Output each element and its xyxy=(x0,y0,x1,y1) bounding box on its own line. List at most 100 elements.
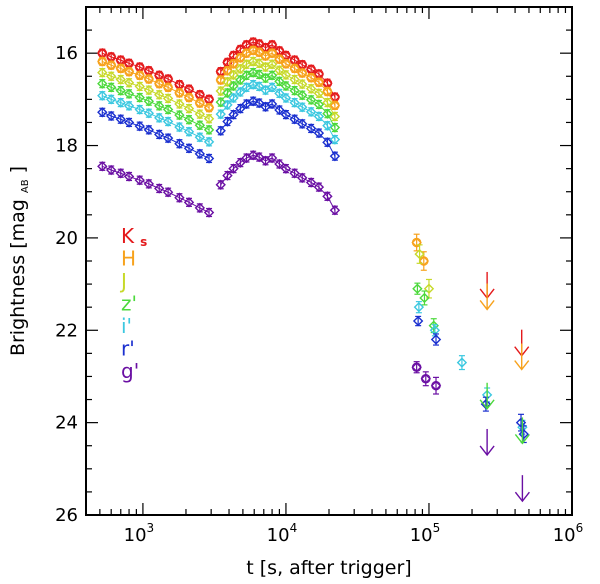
flare-point xyxy=(313,181,325,193)
early-point-circle xyxy=(124,66,134,77)
flare-point-circle xyxy=(281,59,291,69)
early-point xyxy=(174,109,185,121)
early-point xyxy=(115,168,126,179)
flare-point xyxy=(280,69,292,81)
early-point xyxy=(115,74,126,85)
flare-point xyxy=(297,102,308,113)
legend-entry-name: J xyxy=(119,269,127,293)
flare-point xyxy=(222,116,233,127)
x-tick-label: 106 xyxy=(553,521,584,546)
legend-entry: H xyxy=(121,247,136,271)
early-point-circle xyxy=(97,56,108,67)
early-point xyxy=(123,77,135,88)
flare-point xyxy=(289,97,300,108)
early-point xyxy=(97,107,108,118)
early-point xyxy=(174,192,185,203)
flare-point xyxy=(235,86,246,98)
x-tick-label: 103 xyxy=(124,521,155,546)
early-point-circle xyxy=(163,82,173,93)
upper-limit-arrowhead xyxy=(479,300,495,311)
flare-point-circle xyxy=(228,59,239,69)
flare-point xyxy=(247,96,259,107)
x-tick-label-exponent: 3 xyxy=(147,521,155,535)
early-point xyxy=(123,171,135,182)
y-tick-label: 20 xyxy=(55,228,78,249)
flare-point xyxy=(266,98,278,110)
y-tick-labels: 16 18 20 22 24 26 xyxy=(55,43,78,526)
early-point xyxy=(143,84,155,96)
early-point xyxy=(203,207,215,218)
early-point xyxy=(203,136,215,148)
flare-point xyxy=(297,90,308,101)
y-tick-label: 16 xyxy=(55,43,78,64)
early-point xyxy=(115,85,126,96)
flare-point xyxy=(253,97,265,109)
flare-point xyxy=(228,92,239,104)
flare-point xyxy=(241,82,252,93)
late-point xyxy=(413,301,425,313)
late-point xyxy=(412,315,424,327)
flare-point-circle xyxy=(297,68,307,78)
flare-point-circle xyxy=(241,48,252,58)
early-point xyxy=(154,183,165,194)
legend-entry-name: i' xyxy=(121,314,132,338)
early-point xyxy=(154,112,165,124)
flare-point xyxy=(253,69,265,80)
flare-point xyxy=(241,152,252,164)
x-tick-label: 105 xyxy=(410,521,441,546)
flare-point xyxy=(297,172,308,184)
flare-point xyxy=(305,94,317,106)
early-line-J xyxy=(102,72,210,120)
early-point xyxy=(162,93,174,104)
y-tick-label: 26 xyxy=(55,505,78,526)
early-point xyxy=(123,117,135,128)
legend-entry-name: r' xyxy=(121,337,135,361)
flare-point xyxy=(253,151,265,163)
x-tick-label-base: 10 xyxy=(267,525,290,546)
early-point xyxy=(143,124,155,136)
flare-point xyxy=(329,134,341,145)
flare-point xyxy=(235,157,246,168)
early-point xyxy=(115,114,126,125)
early-point xyxy=(105,71,117,82)
late-point xyxy=(423,283,435,294)
early-point-circle xyxy=(204,102,214,113)
flare-point xyxy=(289,168,300,179)
flare-point xyxy=(329,111,341,122)
flare-point xyxy=(266,59,278,70)
flare-point xyxy=(247,67,259,78)
flare-point xyxy=(274,104,285,116)
flare-point xyxy=(215,96,226,108)
early-point xyxy=(183,197,195,208)
early-point xyxy=(134,120,145,132)
early-point xyxy=(134,92,145,103)
flare-point xyxy=(266,152,278,164)
early-point xyxy=(194,108,206,120)
y-axis-title-sub: AB xyxy=(20,179,31,193)
flare-point xyxy=(228,69,239,81)
legend-entry: r' xyxy=(121,337,135,361)
early-point xyxy=(194,202,206,214)
y-tick-label: 24 xyxy=(55,413,78,434)
flare-point xyxy=(241,59,252,70)
flare-point xyxy=(305,83,317,94)
early-point xyxy=(194,148,206,160)
flare-point-circle xyxy=(306,72,316,83)
early-point-circle xyxy=(106,60,116,70)
early-line-g' xyxy=(102,165,210,213)
late-point-circle xyxy=(421,374,431,384)
late-point xyxy=(456,357,468,368)
flare-point-circle xyxy=(267,48,277,58)
flare-point xyxy=(274,158,285,170)
flare-point xyxy=(280,163,292,174)
flare-point xyxy=(253,81,265,92)
y-axis-title-end: ] xyxy=(7,166,29,173)
early-point xyxy=(194,132,206,143)
flare-point xyxy=(305,123,317,134)
early-point xyxy=(162,132,174,144)
early-point xyxy=(194,120,206,131)
legend-entry-name: K xyxy=(121,224,135,248)
flare-point xyxy=(289,74,300,85)
early-point xyxy=(123,88,135,100)
